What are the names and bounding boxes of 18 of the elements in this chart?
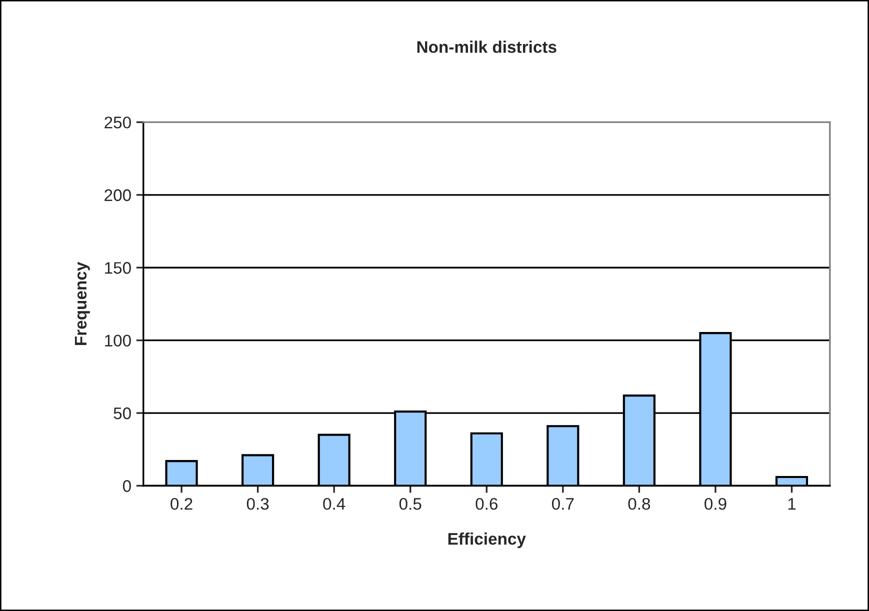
- x-tick-label: 0.6: [476, 498, 498, 510]
- x-tick-label: 0.3: [246, 498, 269, 510]
- y-tick-label: 100: [105, 334, 131, 347]
- y-tick-label: 250: [104, 116, 131, 128]
- x-tick-label: 0.5: [399, 498, 422, 510]
- y-tick-label: 150: [105, 262, 131, 274]
- x-axis-title: Efficiency: [448, 532, 526, 548]
- y-tick-label: 50: [114, 407, 131, 420]
- x-tick-label: 1: [788, 498, 796, 510]
- y-tick-label: 0: [122, 480, 131, 492]
- x-tick-label: 0.2: [170, 498, 192, 510]
- y-axis-title: Frequency: [74, 262, 90, 345]
- x-tick-label: 0.8: [628, 498, 650, 510]
- x-tick-label: 0.7: [552, 498, 574, 510]
- chart-title: Non-milk districts: [417, 40, 556, 53]
- x-tick-label: 0.9: [704, 498, 726, 510]
- y-tick-label: 200: [104, 189, 131, 202]
- x-tick-label: 0.4: [323, 498, 346, 510]
